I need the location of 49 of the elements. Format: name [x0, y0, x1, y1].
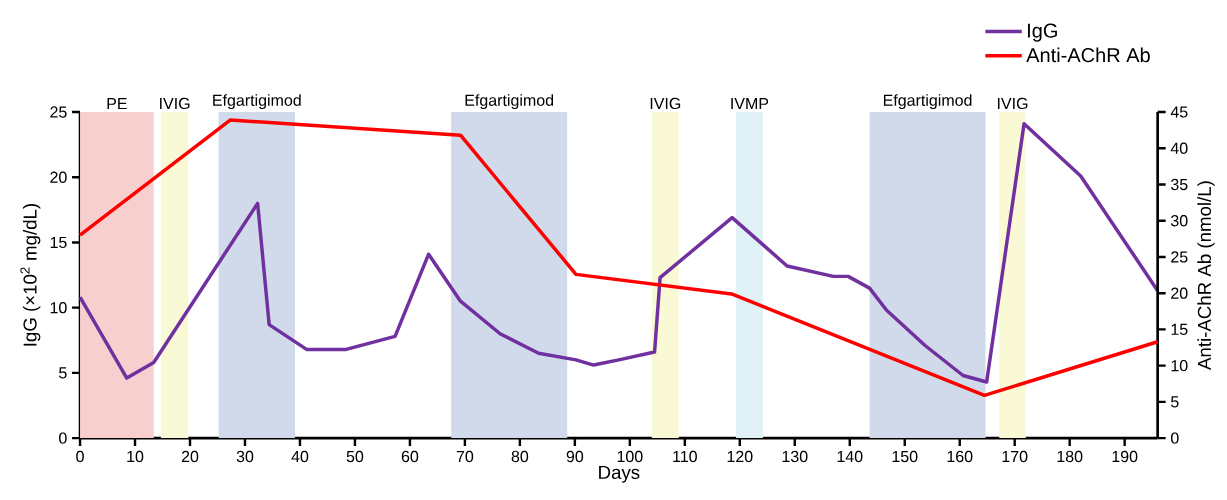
- band-label: Efgartigimod: [213, 94, 301, 110]
- y2-tick-label: 10: [1171, 359, 1188, 372]
- y-tick-label: 0: [59, 432, 67, 444]
- x-tick-label: 60: [401, 450, 419, 463]
- x-tick-label: 170: [1002, 450, 1028, 463]
- band-label: PE: [107, 98, 127, 110]
- x-tick-label: 0: [76, 450, 84, 463]
- x-tick-label: 190: [1112, 450, 1138, 463]
- y2-tick-label: 35: [1170, 178, 1188, 191]
- x-tick-label: 140: [837, 450, 863, 463]
- y2-tick-label: 40: [1170, 142, 1188, 154]
- x-tick-label: 50: [346, 450, 364, 463]
- y2-tick-label: 0: [1170, 432, 1179, 444]
- y-axis-title: IgG (×10$^{2}$ mg/dL): [20, 203, 41, 346]
- x-tick-label: 120: [727, 450, 753, 463]
- x-tick-label: 80: [511, 450, 529, 463]
- y-tick-label: 10: [50, 301, 67, 314]
- x-tick-label: 30: [236, 450, 254, 463]
- y-tick-label: 15: [50, 236, 67, 248]
- band-label: IVIG: [650, 97, 681, 110]
- y2-tick-label: 5: [1171, 396, 1179, 408]
- x-tick-label: 90: [566, 450, 584, 463]
- y-tick-label: 5: [59, 367, 67, 379]
- y-tick-label: 25: [50, 106, 67, 118]
- band-label: IVIG: [997, 97, 1028, 110]
- x-axis-title: Days: [599, 465, 640, 483]
- y2-tick-label: 45: [1170, 106, 1188, 118]
- y-tick-label: 20: [50, 171, 67, 183]
- x-tick-label: 150: [892, 450, 918, 463]
- x-tick-label: 180: [1057, 450, 1083, 463]
- y2-tick-label: 25: [1171, 251, 1188, 263]
- legend-label: Anti-AChR Ab: [1026, 47, 1150, 63]
- band-label: Efgartigimod: [883, 94, 972, 110]
- x-tick-label: 40: [291, 450, 309, 463]
- x-tick-label: 10: [127, 450, 144, 463]
- y2-tick-label: 30: [1170, 215, 1188, 227]
- x-tick-label: 110: [673, 450, 697, 463]
- x-tick-label: 70: [456, 450, 474, 463]
- x-tick-label: 20: [181, 450, 199, 463]
- y2-axis-title: Anti-AChR Ab (nmol/L): [1197, 181, 1215, 370]
- band-label: IVIG: [160, 97, 190, 110]
- legend-label: IgG: [1028, 23, 1057, 42]
- band-label: Efgartigimod: [465, 94, 554, 110]
- x-tick-label: 160: [947, 450, 973, 463]
- x-tick-label: 130: [782, 450, 808, 463]
- y2-tick-label: 15: [1171, 323, 1188, 335]
- band-label: IVMP: [731, 98, 769, 110]
- x-tick-label: 100: [617, 450, 643, 463]
- y2-tick-label: 20: [1171, 287, 1188, 299]
